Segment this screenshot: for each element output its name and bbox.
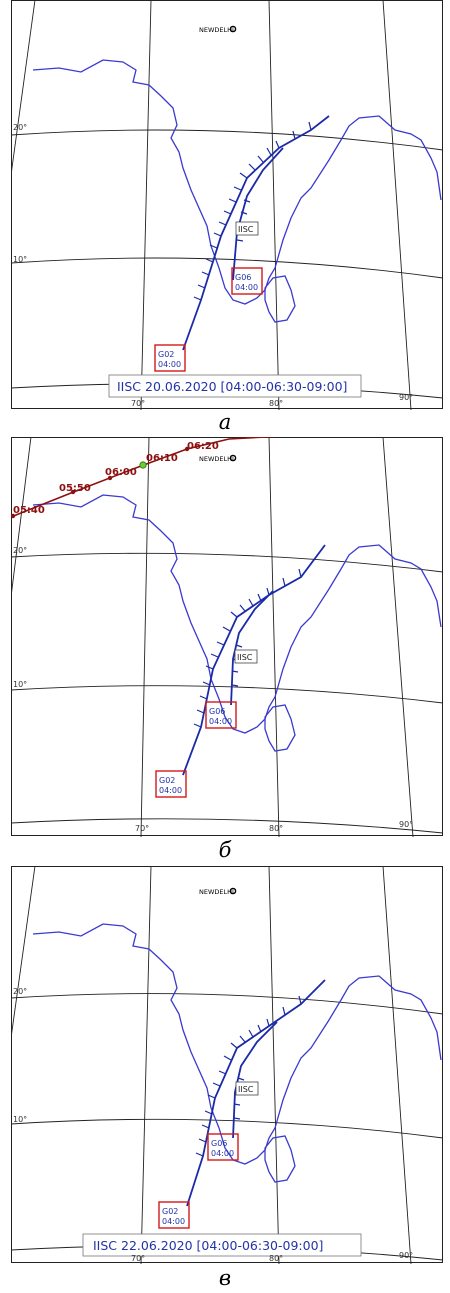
title-box bbox=[108, 374, 362, 398]
sat2-id: G06 bbox=[209, 707, 225, 716]
sat2-time: 04:00 bbox=[235, 283, 258, 292]
caption-b: б bbox=[218, 838, 232, 862]
city-label: NEWDELHI bbox=[199, 26, 234, 34]
sat-box-g02 bbox=[155, 770, 187, 798]
city-label: NEWDELHI bbox=[199, 455, 234, 463]
sat2-id: G06 bbox=[211, 1139, 227, 1148]
graticule bbox=[11, 437, 443, 837]
coastline bbox=[32, 494, 442, 752]
map-frame bbox=[11, 437, 443, 836]
map-panel-b: 05:40 05:50 06:00 06:10 06:20 NEWDELHI G… bbox=[11, 437, 443, 837]
lon-label-90: 90° bbox=[399, 1251, 413, 1260]
lon-label-70: 70° bbox=[131, 1254, 145, 1263]
sat1-id: G02 bbox=[162, 1207, 178, 1216]
track-ticks bbox=[193, 568, 302, 728]
current-position-marker bbox=[139, 461, 147, 469]
sat1-id: G02 bbox=[159, 776, 175, 785]
red-track-label-0600: 06:00 bbox=[105, 467, 137, 478]
station-label: IISC bbox=[237, 653, 253, 662]
map-a-svg: NEWDELHI G06 04:00 G02 04:00 IISC 20° 10… bbox=[11, 0, 443, 410]
map-panel-v: NEWDELHI G06 04:00 G02 04:00 IISC 20° 10… bbox=[11, 866, 443, 1264]
station-label: IISC bbox=[238, 1085, 254, 1094]
map-v-svg: NEWDELHI G06 04:00 G02 04:00 IISC 20° 10… bbox=[11, 866, 443, 1264]
sat-box-g02 bbox=[158, 1201, 190, 1229]
station-box bbox=[235, 1081, 259, 1096]
lat-label-20: 20° bbox=[13, 546, 27, 555]
red-track-label-0540: 05:40 bbox=[13, 505, 45, 516]
new-delhi-marker bbox=[229, 25, 237, 33]
sat1-time: 04:00 bbox=[158, 360, 181, 369]
lat-label-20: 20° bbox=[13, 123, 27, 132]
sat2-time: 04:00 bbox=[211, 1149, 234, 1158]
lon-label-80: 80° bbox=[269, 399, 283, 408]
lat-label-20: 20° bbox=[13, 987, 27, 996]
sat1-time: 04:00 bbox=[162, 1217, 185, 1226]
sat1-time: 04:00 bbox=[159, 786, 182, 795]
sat-box-g06 bbox=[231, 267, 263, 295]
station-box bbox=[234, 649, 258, 664]
red-track-label-0550: 05:50 bbox=[59, 483, 91, 494]
lat-label-10: 10° bbox=[13, 680, 27, 689]
map-title: IISC 20.06.2020 [04:00-06:30-09:00] bbox=[117, 379, 347, 394]
lon-label-70: 70° bbox=[135, 824, 149, 833]
sat-box-g06 bbox=[205, 701, 237, 729]
sat1-id: G02 bbox=[158, 350, 174, 359]
title-box bbox=[82, 1233, 362, 1257]
station-box bbox=[235, 221, 259, 236]
caption-v: в bbox=[218, 1266, 232, 1290]
sat2-time: 04:00 bbox=[209, 717, 232, 726]
map-title: IISC 22.06.2020 [04:00-06:30-09:00] bbox=[93, 1238, 323, 1253]
city-label: NEWDELHI bbox=[199, 888, 234, 896]
red-track-label-0620: 06:20 bbox=[187, 441, 219, 452]
sat2-id: G06 bbox=[235, 273, 251, 282]
station-label: IISC bbox=[238, 225, 254, 234]
lon-label-90: 90° bbox=[399, 820, 413, 829]
lon-label-70: 70° bbox=[131, 399, 145, 408]
map-b-svg: 05:40 05:50 06:00 06:10 06:20 NEWDELHI G… bbox=[11, 437, 443, 837]
map-frame bbox=[11, 0, 443, 409]
red-track-label-0610: 06:10 bbox=[146, 453, 178, 464]
caption-a: а bbox=[218, 410, 232, 434]
lon-label-90: 90° bbox=[399, 393, 413, 402]
map-panel-a: NEWDELHI G06 04:00 G02 04:00 IISC 20° 10… bbox=[11, 0, 443, 410]
coastline bbox=[32, 59, 442, 323]
sat-box-g02 bbox=[154, 344, 186, 372]
new-delhi-marker bbox=[229, 887, 237, 895]
lat-label-10: 10° bbox=[13, 255, 27, 264]
map-frame bbox=[11, 866, 443, 1263]
lon-label-80: 80° bbox=[269, 1254, 283, 1263]
lat-label-10: 10° bbox=[13, 1115, 27, 1124]
red-track bbox=[11, 437, 280, 519]
lon-label-80: 80° bbox=[269, 824, 283, 833]
sat-box-g06 bbox=[207, 1133, 239, 1161]
new-delhi-marker bbox=[229, 454, 237, 462]
